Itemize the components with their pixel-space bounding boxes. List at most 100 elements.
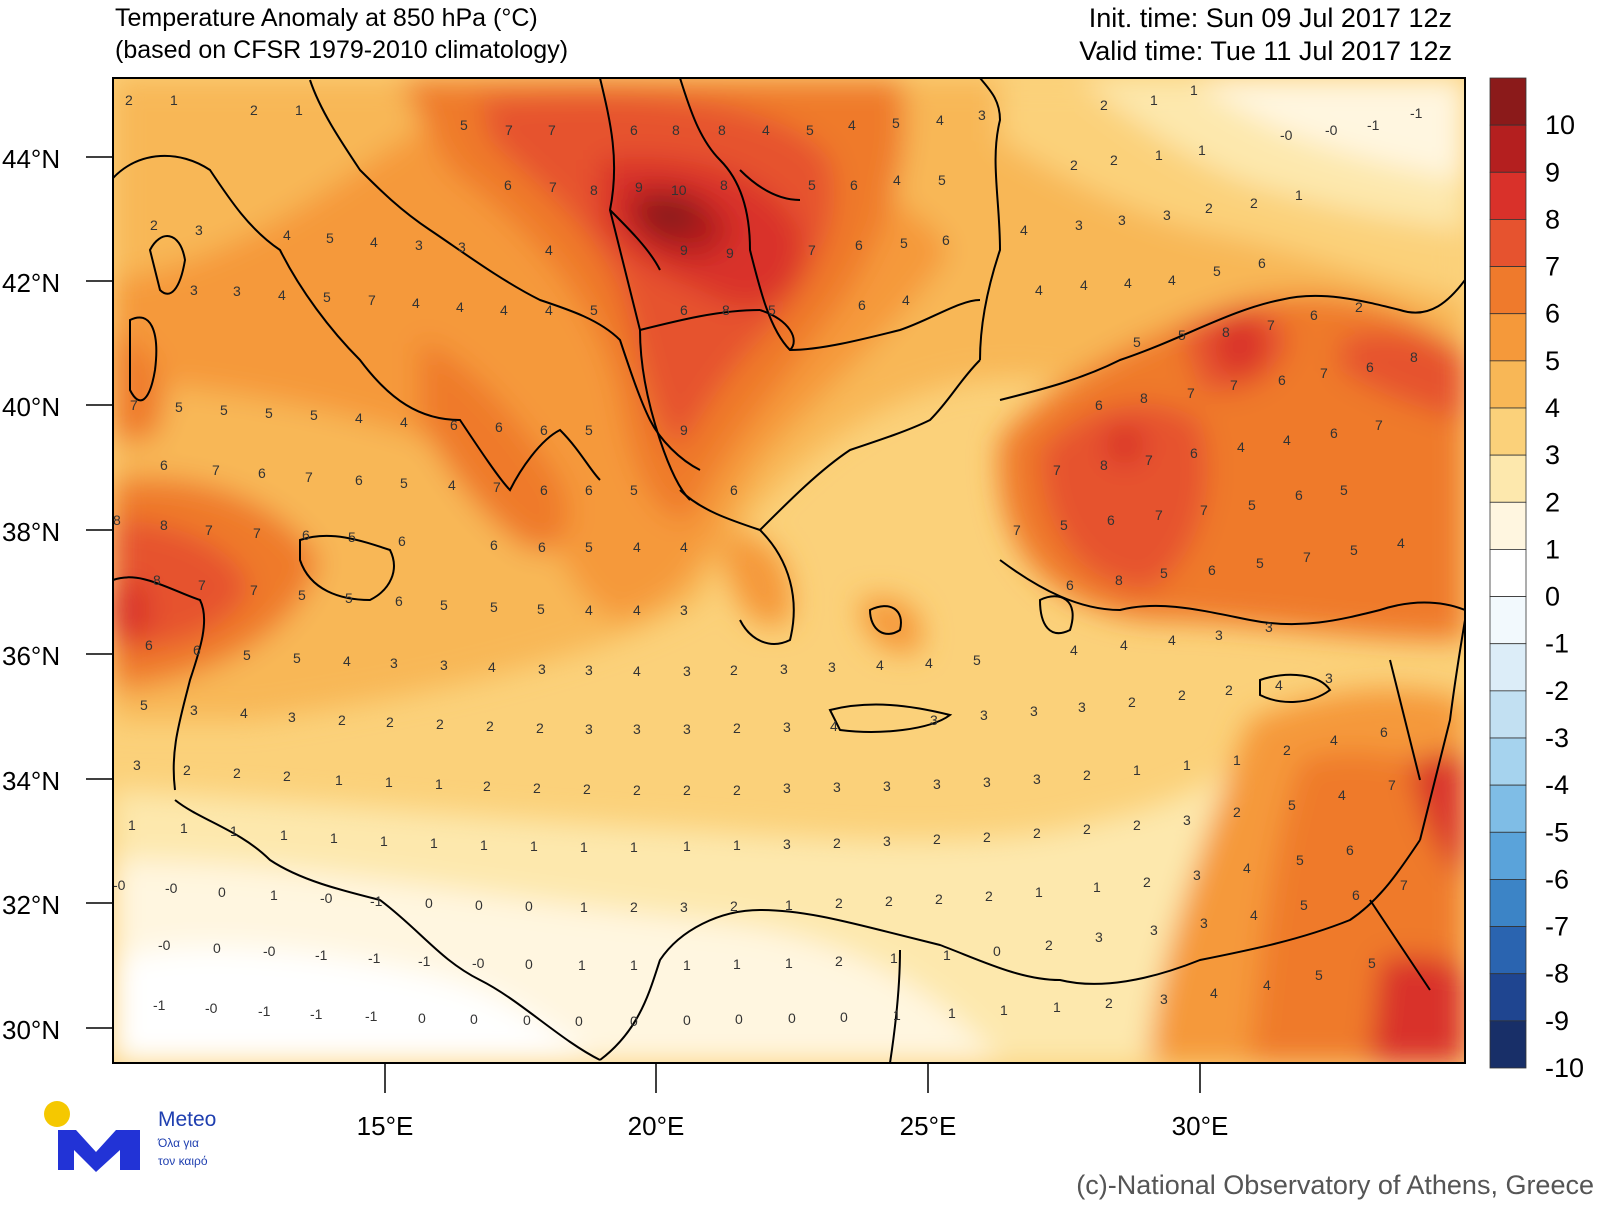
valid-time: Valid time: Tue 11 Jul 2017 12z [1079,36,1452,66]
svg-text:3: 3 [980,707,988,723]
svg-text:0: 0 [425,895,433,911]
svg-text:5: 5 [1213,263,1221,279]
svg-text:-0: -0 [472,955,485,971]
svg-text:2: 2 [835,895,843,911]
svg-text:1: 1 [893,1007,901,1023]
svg-text:3: 3 [1265,619,1273,635]
svg-text:2: 2 [436,716,444,732]
svg-text:6: 6 [1258,255,1266,271]
svg-text:8: 8 [672,122,680,138]
svg-text:5: 5 [1296,852,1304,868]
svg-text:5: 5 [590,302,598,318]
svg-text:2: 2 [730,898,738,914]
svg-text:3: 3 [983,774,991,790]
svg-text:5: 5 [630,482,638,498]
svg-text:5: 5 [585,539,593,555]
colorbar-swatch [1489,879,1527,927]
svg-text:6: 6 [1208,562,1216,578]
svg-text:2: 2 [183,762,191,778]
svg-text:7: 7 [1013,522,1021,538]
lon-label-20: 20°E [628,1111,685,1141]
svg-text:6: 6 [355,472,363,488]
svg-text:3: 3 [1150,922,1158,938]
svg-text:1: 1 [1233,752,1241,768]
svg-text:9: 9 [726,245,734,261]
forecast-times: Init. time: Sun 09 Jul 2017 12z Valid ti… [1079,2,1452,68]
colorbar-swatch [1489,737,1527,786]
svg-text:6: 6 [395,593,403,609]
svg-text:6: 6 [585,482,593,498]
svg-text:8: 8 [1140,390,1148,406]
svg-text:3: 3 [190,702,198,718]
svg-text:0: 0 [683,1012,691,1028]
svg-text:7: 7 [1053,462,1061,478]
svg-text:4: 4 [1283,432,1291,448]
lat-label-34: 34°N [2,766,60,796]
svg-text:6: 6 [540,482,548,498]
colorbar-label: -2 [1545,676,1569,706]
svg-text:3: 3 [978,107,986,123]
svg-text:3: 3 [585,721,593,737]
svg-text:7: 7 [368,292,376,308]
colorbar-swatch [1489,313,1527,362]
svg-text:7: 7 [548,122,556,138]
lat-axis: 44°N 42°N 40°N 38°N 36°N 34°N 32°N 30°N [2,144,113,1045]
svg-text:1: 1 [630,839,638,855]
svg-text:2: 2 [486,718,494,734]
svg-text:5: 5 [1256,555,1264,571]
lat-label-30: 30°N [2,1015,60,1045]
svg-text:0: 0 [525,898,533,914]
colorbar-swatch [1489,831,1527,880]
svg-text:-0: -0 [165,880,178,896]
svg-text:3: 3 [1160,991,1168,1007]
svg-text:2: 2 [150,217,158,233]
svg-text:3: 3 [133,757,141,773]
svg-text:5: 5 [1178,327,1186,343]
svg-text:2: 2 [983,829,991,845]
lat-label-32: 32°N [2,890,60,920]
svg-text:1: 1 [180,820,188,836]
svg-text:4: 4 [893,172,901,188]
svg-text:5: 5 [345,590,353,606]
svg-text:4: 4 [848,117,856,133]
colorbar-label: 3 [1545,440,1560,470]
svg-text:2: 2 [386,714,394,730]
svg-text:6: 6 [145,637,153,653]
svg-text:5: 5 [900,235,908,251]
svg-text:2: 2 [1355,299,1363,315]
svg-text:4: 4 [1080,277,1088,293]
svg-text:5: 5 [768,302,776,318]
svg-text:8: 8 [113,512,121,528]
logo-text: Meteo Όλα για τον καιρό [158,1108,216,1168]
svg-text:4: 4 [1120,637,1128,653]
svg-text:2: 2 [933,831,941,847]
svg-text:0: 0 [630,1013,638,1029]
colorbar-swatch [1489,501,1527,550]
svg-text:7: 7 [1230,377,1238,393]
svg-text:4: 4 [762,122,770,138]
svg-text:7: 7 [130,397,138,413]
svg-text:1: 1 [1295,187,1303,203]
svg-text:4: 4 [633,602,641,618]
svg-text:4: 4 [343,653,351,669]
svg-text:3: 3 [1118,212,1126,228]
svg-text:1: 1 [280,827,288,843]
svg-text:1: 1 [230,823,238,839]
svg-text:5: 5 [1248,497,1256,513]
svg-text:1: 1 [1093,879,1101,895]
svg-text:4: 4 [1168,272,1176,288]
svg-text:1: 1 [580,839,588,855]
lat-label-38: 38°N [2,517,60,547]
svg-text:2: 2 [1178,687,1186,703]
svg-text:1: 1 [380,833,388,849]
init-time: Init. time: Sun 09 Jul 2017 12z [1088,3,1452,33]
svg-text:6: 6 [495,419,503,435]
svg-text:2: 2 [1100,97,1108,113]
colorbar-swatch [1489,973,1527,1022]
svg-text:2: 2 [835,953,843,969]
lat-label-36: 36°N [2,641,60,671]
svg-text:3: 3 [933,776,941,792]
svg-text:2: 2 [483,778,491,794]
colorbar-label: 2 [1545,487,1560,517]
